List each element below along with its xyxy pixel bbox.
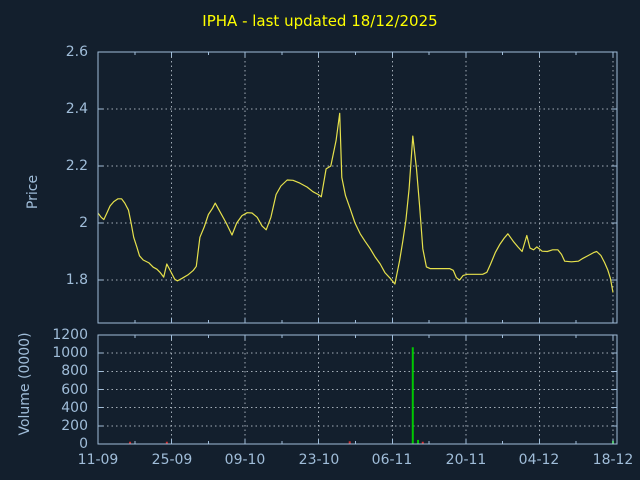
x-axis-tick: 18-12 <box>592 452 634 468</box>
volume-axis-tick: 200 <box>61 418 88 434</box>
x-axis-tick: 20-11 <box>445 452 487 468</box>
volume-axis-tick: 1200 <box>52 327 88 343</box>
volume-axis-tick: 1000 <box>52 345 88 361</box>
price-axis-tick: 1.8 <box>65 272 88 288</box>
x-axis-tick: 06-11 <box>371 452 413 468</box>
chart-title: IPHA - last updated 18/12/2025 <box>202 12 438 30</box>
price-axis-tick: 2.2 <box>65 158 88 174</box>
x-axis-tick: 11-09 <box>77 452 119 468</box>
price-axis-tick: 2.6 <box>65 44 88 60</box>
x-axis-tick: 23-10 <box>298 452 340 468</box>
price-axis-tick: 2.4 <box>65 101 88 117</box>
volume-axis-label: Volume (0000) <box>17 332 33 436</box>
volume-axis-tick: 400 <box>61 400 88 416</box>
volume-axis-tick: 800 <box>61 363 88 379</box>
price-axis-tick: 2 <box>79 215 88 231</box>
x-axis-tick: 25-09 <box>151 452 193 468</box>
x-axis-tick: 04-12 <box>518 452 560 468</box>
x-axis-tick: 09-10 <box>224 452 266 468</box>
volume-axis-tick: 0 <box>79 436 88 452</box>
volume-axis-tick: 600 <box>61 382 88 398</box>
price-axis-label: Price <box>25 174 41 210</box>
